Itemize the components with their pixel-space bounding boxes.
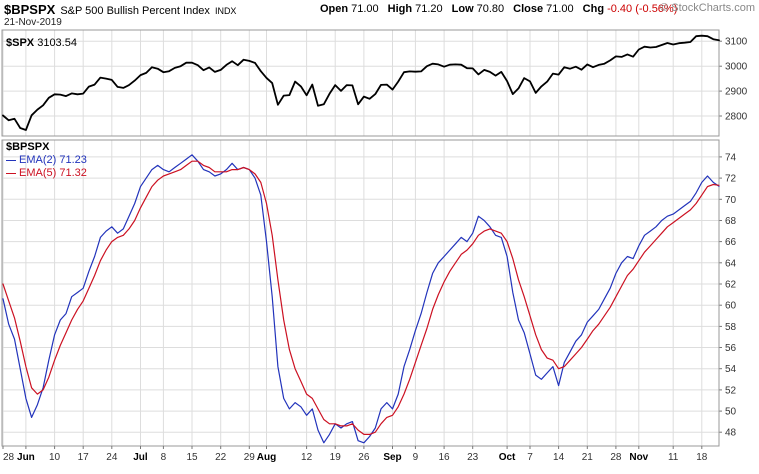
svg-text:48: 48 xyxy=(725,428,737,439)
ema5-value: 71.32 xyxy=(59,167,87,179)
svg-text:12: 12 xyxy=(301,452,313,463)
svg-text:52: 52 xyxy=(725,385,737,396)
svg-text:Jun: Jun xyxy=(17,452,35,463)
svg-text:16: 16 xyxy=(438,452,450,463)
symbol: $BPSPX xyxy=(4,2,56,17)
svg-text:9: 9 xyxy=(413,452,419,463)
svg-text:70: 70 xyxy=(725,195,737,206)
high-value: 71.20 xyxy=(415,3,443,15)
spx-symbol: $SPX xyxy=(6,37,35,49)
ema2-name: EMA(2) xyxy=(19,154,57,166)
ema2-line-icon xyxy=(6,159,16,161)
svg-text:21: 21 xyxy=(582,452,594,463)
svg-text:2800: 2800 xyxy=(725,112,748,123)
svg-text:Oct: Oct xyxy=(499,452,516,463)
header-title: $BPSPX S&P 500 Bullish Percent Index INDX xyxy=(4,1,236,19)
svg-text:74: 74 xyxy=(725,152,737,163)
stockcharts-copyright: © StockCharts.com xyxy=(660,2,755,14)
ema5-legend: EMA(5) 71.32 xyxy=(6,167,87,180)
ema2-value: 71.23 xyxy=(59,154,87,166)
svg-text:Sep: Sep xyxy=(383,452,401,463)
symbol-name: S&P 500 Bullish Percent Index xyxy=(60,5,210,17)
open-value: 71.00 xyxy=(351,3,379,15)
svg-text:26: 26 xyxy=(358,452,370,463)
svg-text:64: 64 xyxy=(725,258,737,269)
svg-text:3000: 3000 xyxy=(725,62,748,73)
ema5-name: EMA(5) xyxy=(19,167,57,179)
svg-text:50: 50 xyxy=(725,407,737,418)
svg-text:72: 72 xyxy=(725,174,737,185)
svg-text:56: 56 xyxy=(725,343,737,354)
svg-text:28: 28 xyxy=(3,452,15,463)
svg-text:24: 24 xyxy=(106,452,118,463)
chg-value: -0.40 (-0.56%) xyxy=(607,3,678,15)
bpspx-symbol: $BPSPX xyxy=(6,141,50,153)
svg-text:10: 10 xyxy=(49,452,61,463)
svg-text:3100: 3100 xyxy=(725,37,748,48)
svg-text:11: 11 xyxy=(668,452,679,463)
svg-text:62: 62 xyxy=(725,280,737,291)
svg-text:29: 29 xyxy=(244,452,256,463)
svg-text:28: 28 xyxy=(610,452,622,463)
svg-text:7: 7 xyxy=(527,452,533,463)
svg-text:15: 15 xyxy=(186,452,198,463)
bpspx-panel-legend: $BPSPX EMA(2) 71.23 EMA(5) 71.32 xyxy=(6,141,87,180)
svg-text:14: 14 xyxy=(553,452,565,463)
svg-text:Nov: Nov xyxy=(629,452,648,463)
high-label: High xyxy=(387,3,413,15)
svg-text:60: 60 xyxy=(725,301,737,312)
svg-text:19: 19 xyxy=(330,452,342,463)
svg-text:17: 17 xyxy=(78,452,90,463)
low-value: 70.80 xyxy=(476,3,505,15)
spx-last-value: 3103.54 xyxy=(37,37,77,49)
svg-text:8: 8 xyxy=(161,452,167,463)
ema2-legend: EMA(2) 71.23 xyxy=(6,154,87,167)
svg-text:Jul: Jul xyxy=(133,452,148,463)
svg-text:18: 18 xyxy=(696,452,708,463)
close-label: Close xyxy=(513,3,544,15)
chart-date: 21-Nov-2019 xyxy=(4,17,62,28)
chg-label: Chg xyxy=(582,3,605,15)
svg-text:58: 58 xyxy=(725,322,737,333)
spx-panel-legend: $SPX 3103.54 xyxy=(6,37,77,49)
svg-text:68: 68 xyxy=(725,216,737,227)
chart-canvas: 2800 2900 3000 3100 48 50 52 54 56 58 60 62 64 66 68 70… xyxy=(1,29,748,463)
quote-bar: Open 71.00 High 71.20 Low 70.80 Close 71.00 Chg -… xyxy=(320,3,677,15)
svg-text:2900: 2900 xyxy=(725,87,748,98)
svg-text:22: 22 xyxy=(215,452,227,463)
svg-text:23: 23 xyxy=(467,452,479,463)
svg-text:Aug: Aug xyxy=(257,452,276,463)
svg-text:54: 54 xyxy=(725,364,737,375)
open-label: Open xyxy=(320,3,349,15)
low-label: Low xyxy=(451,3,474,15)
svg-text:66: 66 xyxy=(725,237,737,248)
ema5-line-icon xyxy=(6,172,16,174)
exchange: INDX xyxy=(214,6,237,16)
close-value: 71.00 xyxy=(546,3,574,15)
